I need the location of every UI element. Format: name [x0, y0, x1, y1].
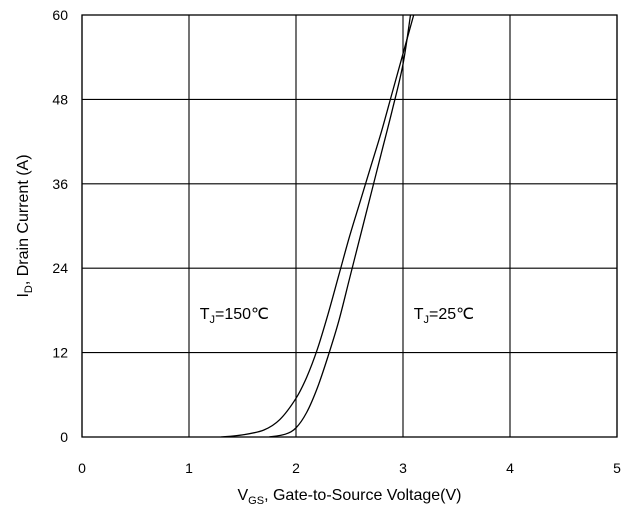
x-axis-label-sub: GS — [248, 495, 264, 507]
y-axis-label-sub: D — [23, 285, 35, 293]
y-tick-label: 36 — [52, 176, 68, 192]
series-line-2 — [269, 15, 412, 437]
y-tick-label: 60 — [52, 7, 68, 23]
temperature-annotation: TJ=150℃ — [200, 306, 269, 326]
y-axis-label-rest: , Drain Current (A) — [15, 154, 32, 285]
x-tick-label: 0 — [78, 460, 86, 476]
y-axis-label: ID, Drain Current (A) — [15, 154, 35, 297]
y-tick-label: 48 — [52, 91, 68, 107]
x-tick-label: 4 — [506, 460, 514, 476]
y-axis-label-main: I — [15, 293, 32, 297]
plot-frame — [81, 14, 618, 438]
y-tick-label: 0 — [60, 429, 68, 445]
x-tick-label: 1 — [185, 460, 193, 476]
y-tick-label: 24 — [52, 260, 68, 276]
y-tick-label: 12 — [52, 345, 68, 361]
temperature-annotation: TJ=25℃ — [414, 306, 474, 326]
series-layer — [221, 15, 415, 437]
x-axis-label-main: V — [237, 487, 248, 504]
x-axis-label: VGS, Gate-to-Source Voltage(V) — [237, 487, 461, 507]
x-tick-label: 2 — [292, 460, 300, 476]
grid-layer — [81, 14, 618, 438]
x-tick-label: 5 — [613, 460, 621, 476]
annotation-layer: TJ=150℃ TJ=25℃ — [200, 306, 474, 326]
x-axis-label-rest: , Gate-to-Source Voltage(V) — [264, 487, 461, 504]
series-line-1 — [221, 15, 415, 437]
x-tick-label: 3 — [399, 460, 407, 476]
